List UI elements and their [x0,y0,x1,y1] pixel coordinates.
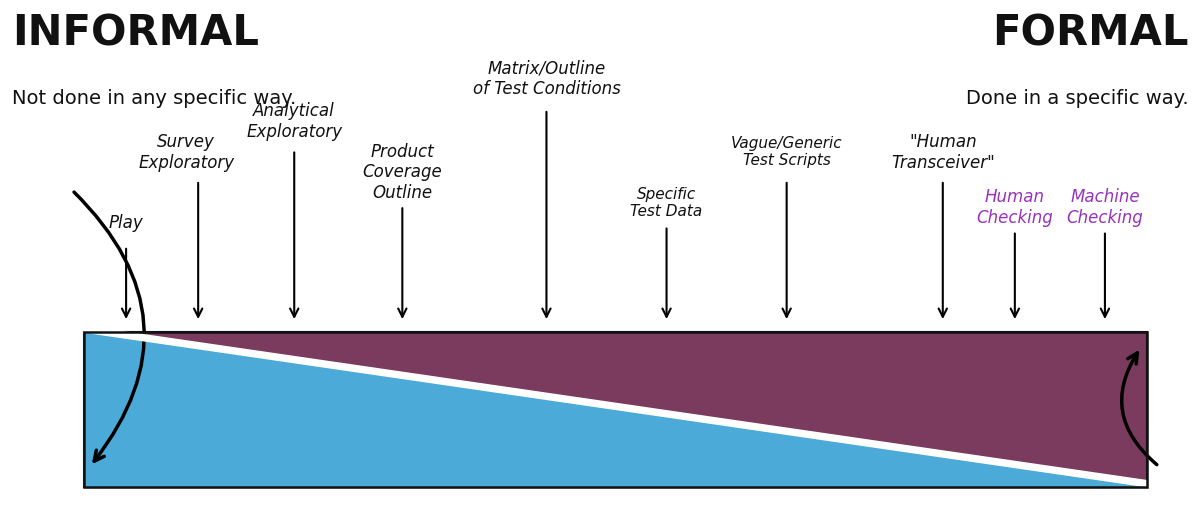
Bar [84,332,1147,487]
Text: Human
Checking: Human Checking [976,189,1053,227]
Text: INFORMAL: INFORMAL [12,13,259,55]
Text: Specific
Test Data: Specific Test Data [631,187,703,219]
Bar [84,332,1147,487]
Polygon shape [84,332,1147,487]
Text: FORMAL: FORMAL [992,13,1189,55]
Text: Done in a specific way.: Done in a specific way. [967,89,1189,107]
Text: Analytical
Exploratory: Analytical Exploratory [246,102,342,141]
Text: Machine
Checking: Machine Checking [1066,189,1143,227]
Text: Not done in any specific way.: Not done in any specific way. [12,89,297,107]
Text: "Human
Transceiver": "Human Transceiver" [891,133,994,171]
Text: Matrix/Outline
of Test Conditions: Matrix/Outline of Test Conditions [472,59,621,98]
Polygon shape [84,326,1147,487]
Text: Vague/Generic
Test Scripts: Vague/Generic Test Scripts [731,136,842,168]
Text: Play: Play [109,214,143,232]
Text: Product
Coverage
Outline: Product Coverage Outline [363,142,442,202]
Text: Survey
Exploratory: Survey Exploratory [138,133,234,171]
